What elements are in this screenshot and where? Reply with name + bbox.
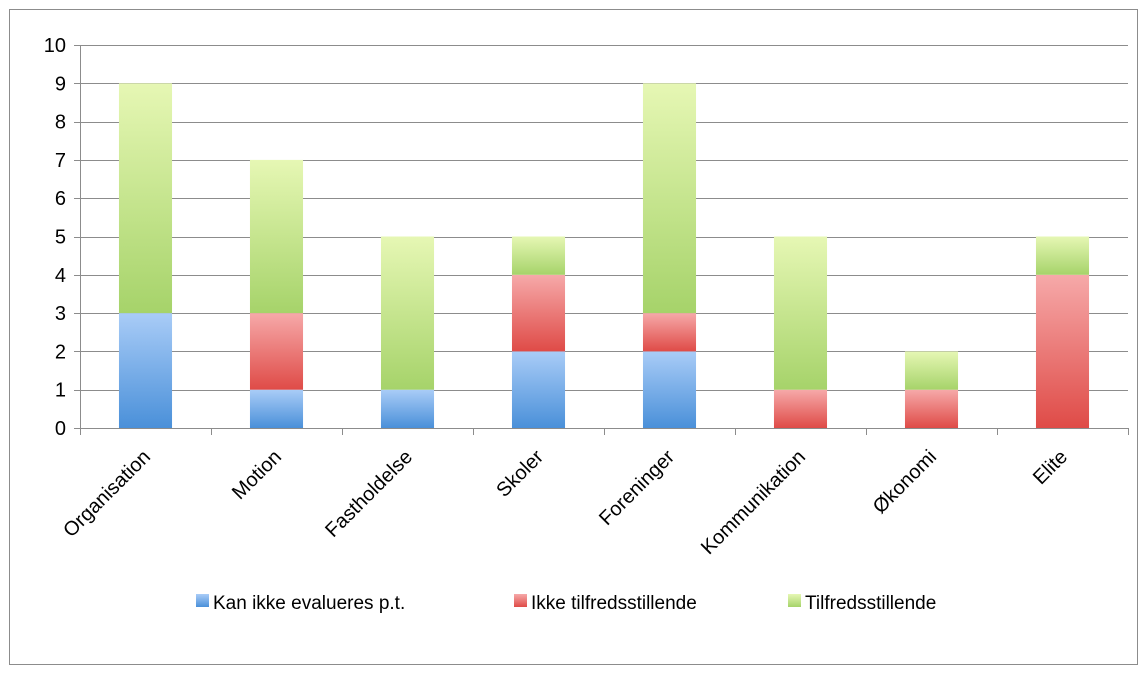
y-tick-label: 6 (55, 188, 66, 210)
bar-segment (249, 159, 304, 314)
y-tick-label: 7 (55, 150, 66, 172)
category-label: Organisation (59, 446, 155, 542)
legend-label: Tilfredsstillende (805, 593, 936, 614)
y-tick-label: 10 (44, 35, 66, 57)
legend-label: Kan ikke evalueres p.t. (213, 593, 405, 614)
category-label: Foreninger (595, 446, 679, 530)
category-label: Fastholdelse (321, 446, 417, 542)
bar-segment (1035, 236, 1090, 275)
category-label: Skoler (492, 446, 548, 502)
bar-segment (249, 389, 304, 428)
y-tick-label: 8 (55, 112, 66, 134)
y-tick-label: 3 (55, 303, 66, 325)
category-label: Økonomi (869, 446, 941, 518)
bar-segment (1035, 274, 1090, 428)
legend-swatch (514, 594, 527, 607)
bar-segment (118, 313, 173, 428)
legend-swatch (788, 594, 801, 607)
y-tick-label: 9 (55, 73, 66, 95)
bar-segment (904, 389, 959, 428)
legend-label: Ikke tilfredsstillende (531, 593, 697, 614)
bar-segment (118, 83, 173, 314)
legend-swatch (196, 594, 209, 607)
bar-segment (249, 313, 304, 390)
bar-segment (904, 351, 959, 390)
bar-segment (511, 274, 566, 352)
chart-border (9, 9, 1138, 665)
bar-segment (773, 389, 828, 428)
y-tick-label: 1 (55, 380, 66, 402)
bar-segment (642, 351, 697, 428)
bar-segment (380, 389, 435, 428)
y-tick-label: 0 (55, 418, 66, 440)
category-label: Motion (228, 446, 286, 504)
bar-segment (511, 351, 566, 428)
bar-segment (380, 236, 435, 390)
bar-segment (642, 83, 697, 314)
category-label: Kommunikation (697, 446, 810, 559)
bar-segment (773, 236, 828, 390)
y-tick-label: 5 (55, 227, 66, 249)
y-tick-label: 4 (55, 265, 66, 287)
category-label: Elite (1029, 446, 1072, 489)
bar-segment (511, 236, 566, 275)
bar-segment (642, 313, 697, 352)
y-tick-label: 2 (55, 341, 66, 363)
